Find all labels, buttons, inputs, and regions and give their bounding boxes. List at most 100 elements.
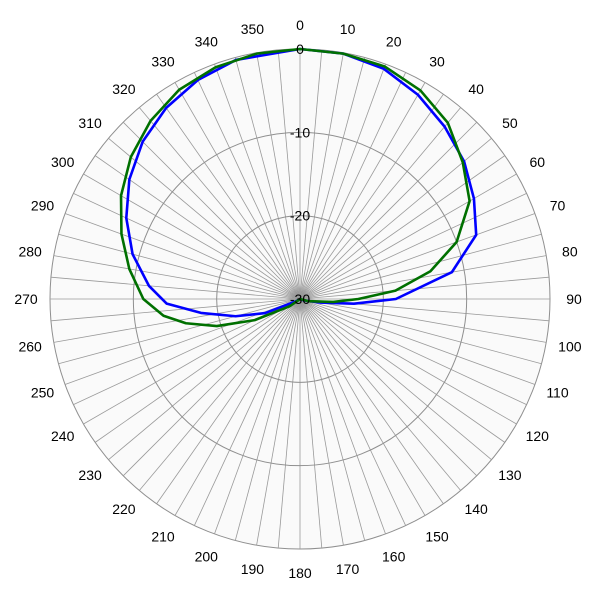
spoke-line [83,173,301,300]
spoke-line [299,233,542,300]
angle-tick-label: 120 [526,428,550,444]
spoke-line [64,213,301,300]
spoke-line [299,72,407,300]
angle-tick-label: 330 [151,54,175,70]
spoke-line [299,298,462,491]
spoke-line [299,52,344,300]
spoke-line [299,57,366,300]
ring-minus-20 [216,215,384,383]
axis-labels: 0 10 20 30 40 50 60 70 80 90 100 110 120 130 140 150 160… [14,17,582,581]
angle-tick-label: 190 [241,561,265,577]
spoke-line [299,107,462,300]
spoke-line [299,298,426,516]
angle-tick-label: 180 [288,565,312,581]
angle-tick-label: 260 [18,339,42,355]
spoke-line [299,298,444,505]
angle-tick-label: 110 [546,385,569,401]
spoke-line [299,298,407,526]
angle-tick-label: 80 [562,243,578,259]
spoke-line [256,298,301,546]
spoke-line [174,298,301,516]
angle-tick-label: 340 [195,34,219,50]
spoke-line [299,121,478,300]
spoke-line [53,255,301,300]
angle-tick-label: 250 [31,385,55,401]
spoke-line [122,298,301,477]
angle-tick-label: 70 [550,197,566,213]
spoke-line [234,298,301,541]
radial-tick-label: -20 [290,208,310,224]
series-layer [119,47,478,328]
angle-tick-label: 20 [386,34,402,50]
spoke-line [299,298,547,343]
spoke-line [299,298,386,535]
spoke-line [299,298,344,546]
angle-tick-label: 0 [296,17,304,33]
angle-tick-label: 300 [51,154,75,170]
spoke-line [299,276,550,300]
spoke-line [94,298,301,443]
spoke-line [299,63,386,300]
spoke-line [108,298,301,461]
spoke-line [299,192,527,300]
spoke-line [299,298,517,425]
spoke-line [299,255,547,300]
radial-tick-label: -30 [290,291,310,307]
spoke-line [193,72,301,300]
spoke-line [299,298,536,385]
spoke-line [73,192,301,300]
angle-tick-label: 40 [468,81,484,97]
spoke-line [256,52,301,300]
spoke-line [234,57,301,300]
spoke-line [214,63,301,300]
angle-tick-label: 140 [464,501,488,517]
spoke-line [50,298,301,322]
spoke-line [299,298,478,477]
spoke-line [108,137,301,300]
angle-tick-label: 310 [78,115,102,131]
spoke-line [299,137,492,300]
spoke-line [277,298,301,549]
series-2-line [119,47,471,328]
angle-tick-label: 210 [151,528,175,544]
radial-tick-label: 0 [296,41,304,57]
spoke-line [174,82,301,300]
spoke-line [299,93,444,300]
spoke-line [299,298,506,443]
spoke-line [214,298,301,535]
angle-tick-label: 320 [112,81,136,97]
spoke-line [299,298,366,541]
angle-tick-label: 290 [31,197,55,213]
angle-tick-label: 90 [566,291,582,307]
angle-tick-label: 350 [241,21,265,37]
angle-tick-label: 230 [78,467,102,483]
spoke-line [277,49,301,300]
angle-tick-label: 100 [558,339,582,355]
spoke-line [299,298,542,365]
angle-tick-label: 220 [112,501,136,517]
angle-tick-label: 10 [340,21,356,37]
spoke-line [193,298,301,526]
angle-tick-label: 150 [425,528,449,544]
angle-tick-label: 280 [18,243,42,259]
angle-tick-label: 240 [51,428,75,444]
angle-tick-label: 130 [498,467,522,483]
spoke-line [50,276,301,300]
spoke-line [138,107,301,300]
angle-tick-label: 30 [429,54,445,70]
spoke-line [138,298,301,491]
spoke-line [83,298,301,425]
spoke-line [299,298,323,549]
spoke-line [299,298,492,461]
angle-tick-label: 50 [502,115,518,131]
angle-tick-label: 160 [382,548,406,564]
spoke-line [299,155,506,300]
radial-tick-label: -10 [290,124,310,140]
ring-minus-10 [132,131,468,467]
angle-tick-label: 170 [336,561,360,577]
spoke-line [122,121,301,300]
spoke-line [58,233,301,300]
angle-tick-label: 60 [530,154,546,170]
spoke-line [299,298,527,406]
